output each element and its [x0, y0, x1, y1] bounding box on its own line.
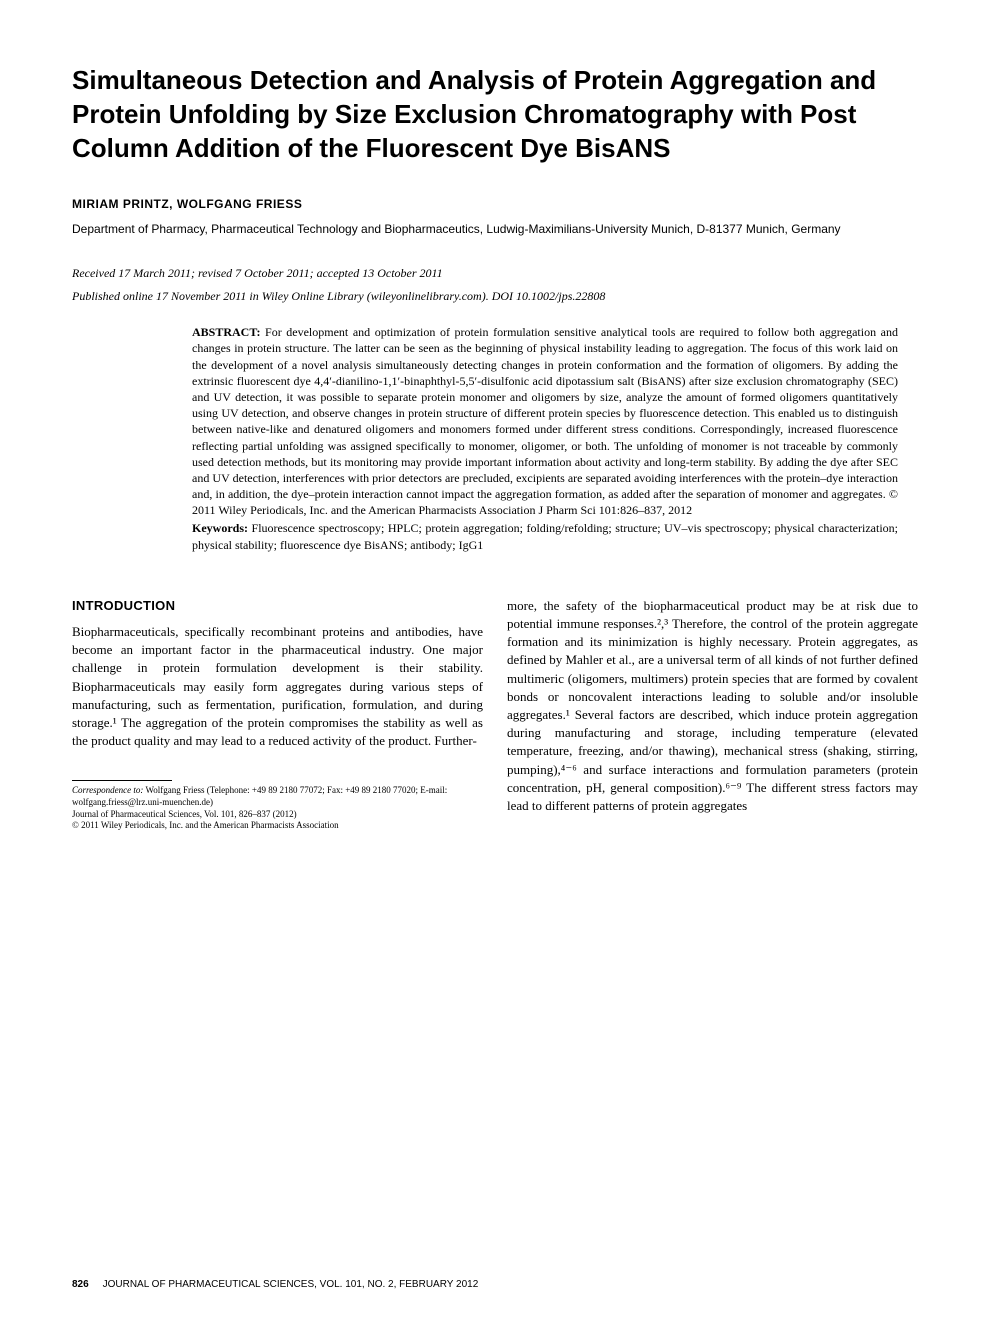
keywords-paragraph: Keywords: Fluorescence spectroscopy; HPL… [192, 520, 898, 552]
published-info: Published online 17 November 2011 in Wil… [72, 289, 918, 304]
abstract-body: For development and optimization of prot… [192, 325, 898, 517]
footnote-rule [72, 780, 172, 781]
abstract-block: ABSTRACT: For development and optimizati… [192, 324, 898, 553]
page-footer: 826 JOURNAL OF PHARMACEUTICAL SCIENCES, … [72, 1279, 918, 1290]
section-heading-introduction: INTRODUCTION [72, 597, 483, 615]
page-number: 826 [72, 1279, 89, 1290]
affiliation-text: Department of Pharmacy, Pharmaceutical T… [72, 221, 918, 238]
intro-paragraph-right: more, the safety of the biopharmaceutica… [507, 597, 918, 815]
keywords-label: Keywords: [192, 521, 248, 535]
right-column: more, the safety of the biopharmaceutica… [507, 597, 918, 832]
correspondence-label: Correspondence to: [72, 785, 143, 795]
footer-journal-text: JOURNAL OF PHARMACEUTICAL SCIENCES, VOL.… [103, 1279, 479, 1290]
authors-line: MIRIAM PRINTZ, WOLFGANG FRIESS [72, 197, 918, 211]
abstract-label: ABSTRACT: [192, 325, 260, 339]
footnote-copyright: © 2011 Wiley Periodicals, Inc. and the A… [72, 820, 483, 832]
footnote-journal: Journal of Pharmaceutical Sciences, Vol.… [72, 809, 483, 821]
left-column: INTRODUCTION Biopharmaceuticals, specifi… [72, 597, 483, 832]
intro-paragraph-left: Biopharmaceuticals, specifically recombi… [72, 623, 483, 750]
article-title: Simultaneous Detection and Analysis of P… [72, 64, 918, 165]
received-dates: Received 17 March 2011; revised 7 Octobe… [72, 266, 918, 281]
abstract-paragraph: ABSTRACT: For development and optimizati… [192, 324, 898, 518]
body-columns: INTRODUCTION Biopharmaceuticals, specifi… [72, 597, 918, 832]
footnote-correspondence: Correspondence to: Wolfgang Friess (Tele… [72, 785, 483, 808]
keywords-body: Fluorescence spectroscopy; HPLC; protein… [192, 521, 898, 551]
